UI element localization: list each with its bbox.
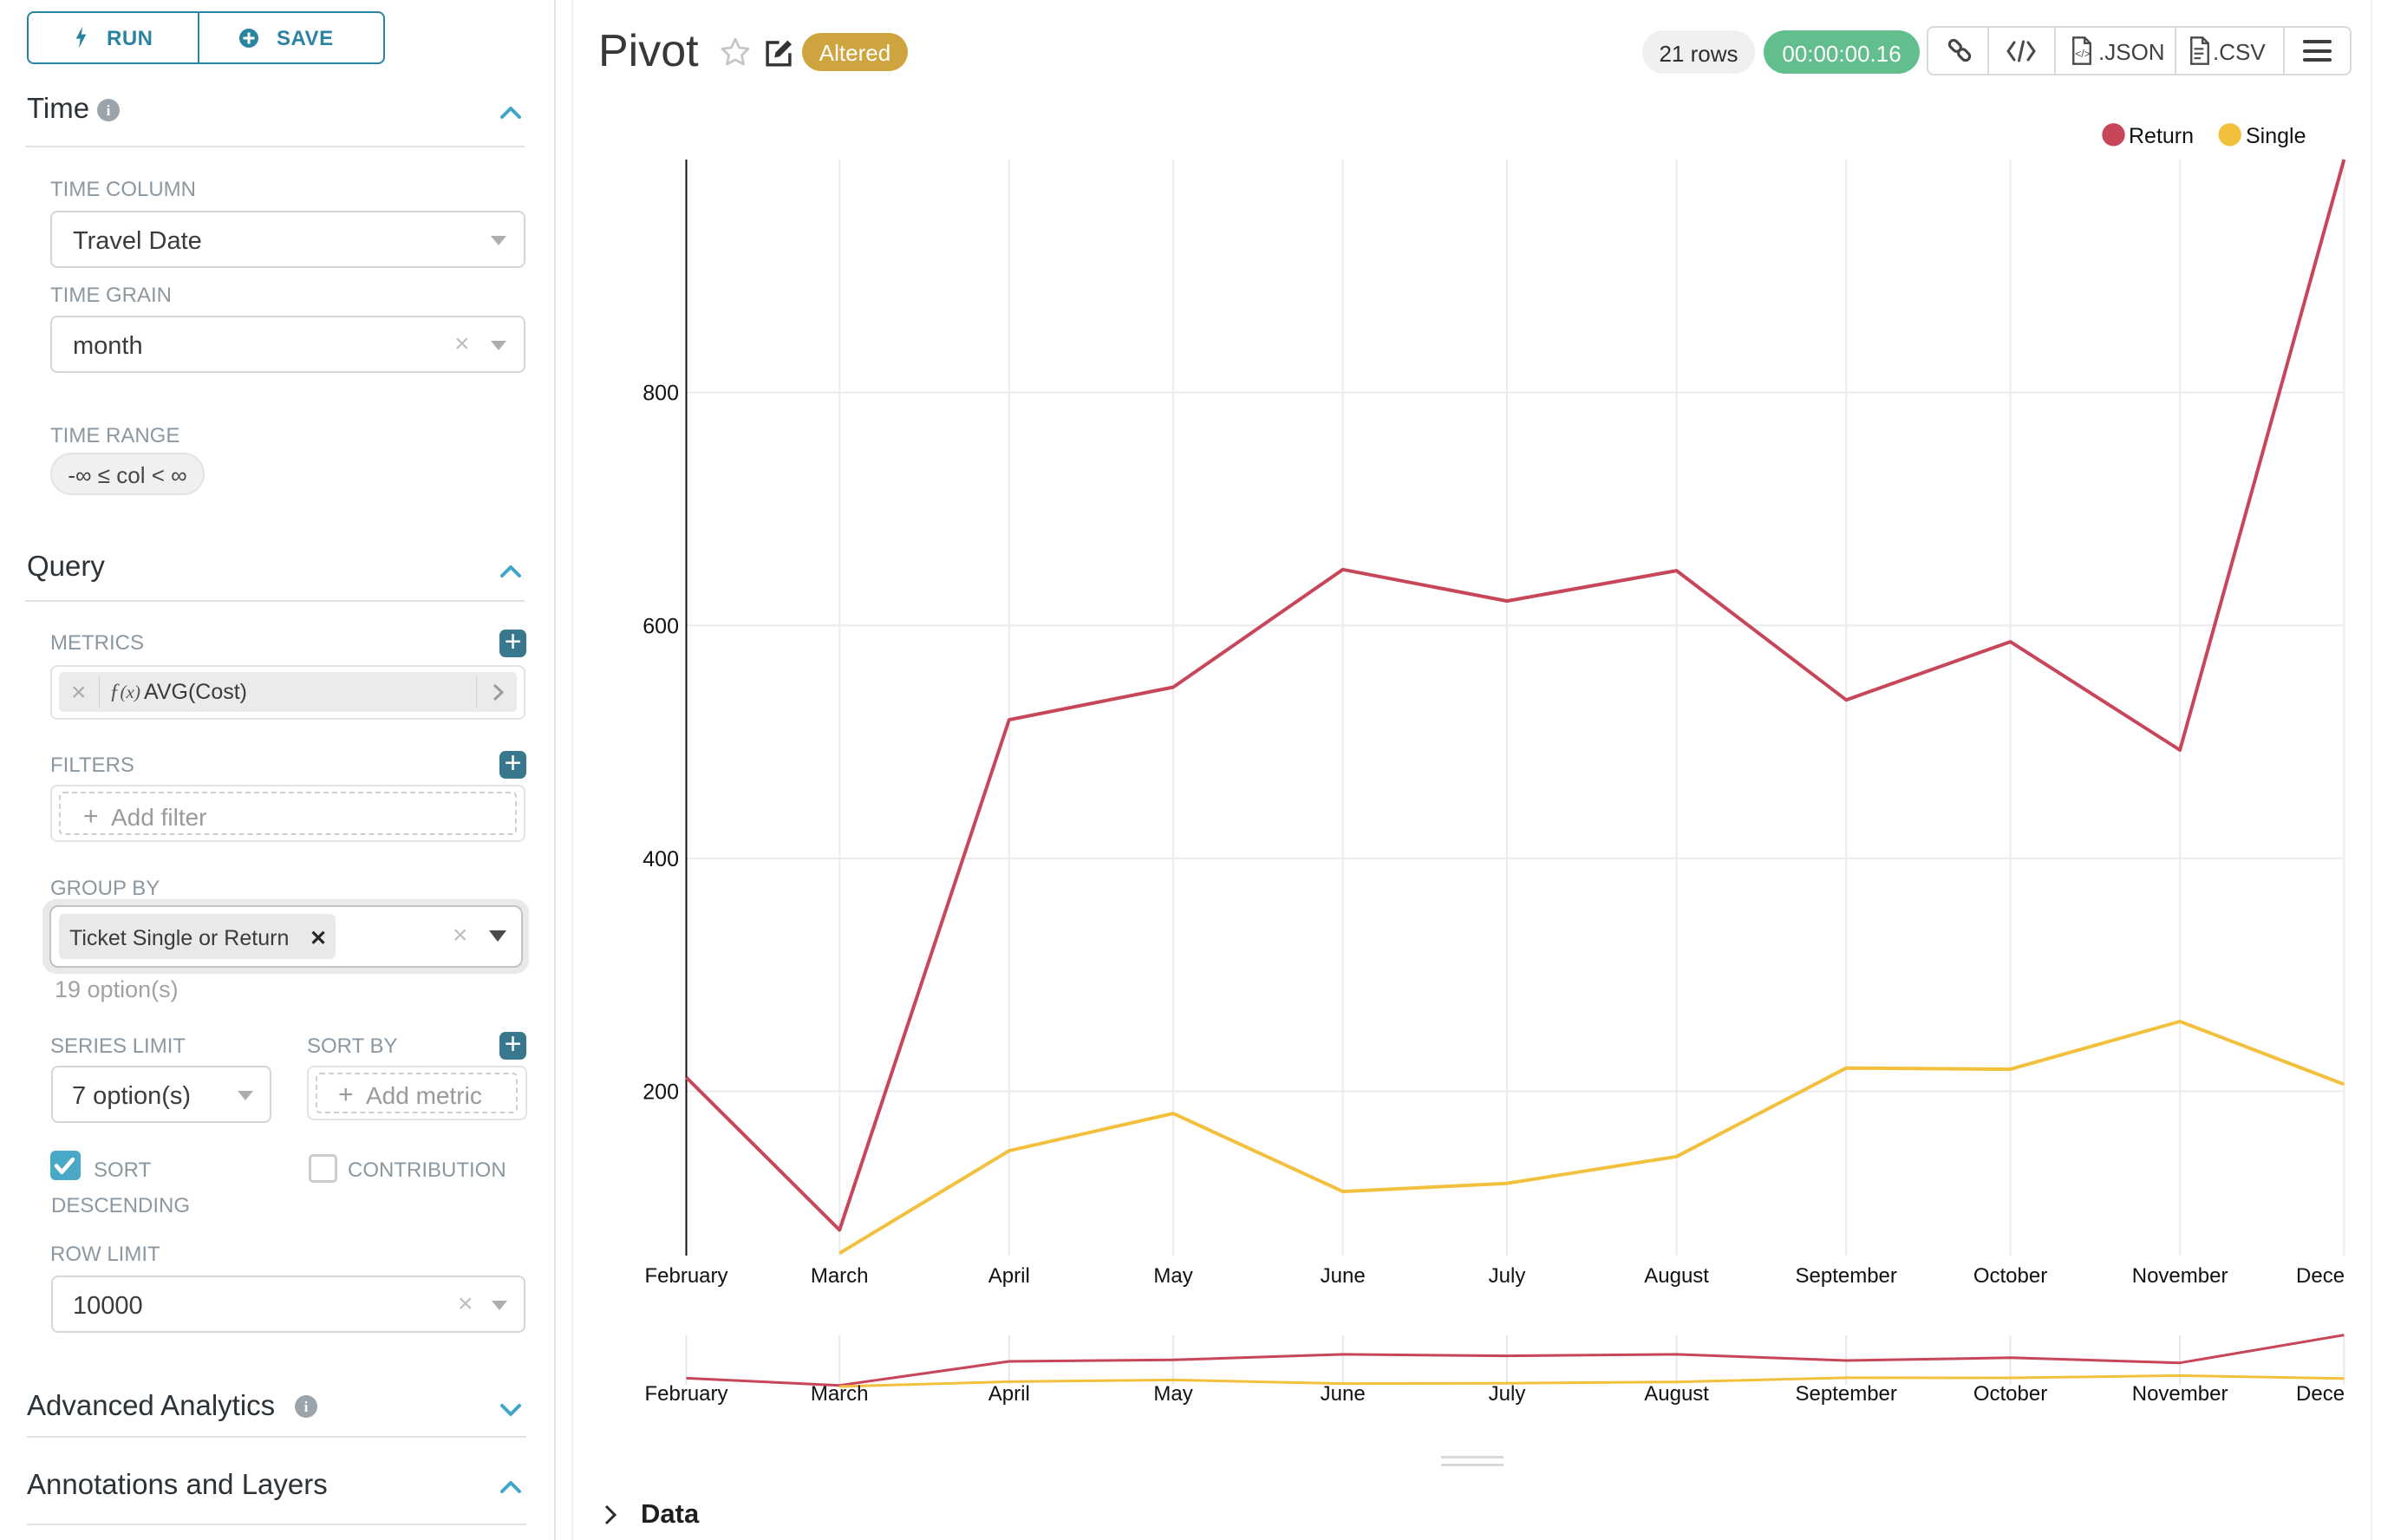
svg-text:December: December: [2296, 1264, 2381, 1288]
svg-text:200: 200: [643, 1080, 679, 1105]
svg-text:August: August: [1644, 1382, 1709, 1406]
svg-text:400: 400: [643, 847, 679, 871]
svg-text:</>: </>: [2075, 48, 2090, 60]
svg-text:800: 800: [643, 382, 679, 406]
svg-text:July: July: [1489, 1382, 1526, 1406]
svg-text:December: December: [2296, 1382, 2381, 1406]
svg-text:September: September: [1795, 1264, 1896, 1288]
svg-text:February: February: [644, 1264, 727, 1288]
svg-text:June: June: [1321, 1264, 1366, 1288]
svg-text:July: July: [1489, 1264, 1526, 1288]
svg-text:October: October: [1973, 1382, 2047, 1406]
svg-text:May: May: [1153, 1264, 1192, 1288]
svg-text:February: February: [644, 1382, 727, 1406]
svg-text:August: August: [1644, 1264, 1709, 1288]
svg-text:March: March: [811, 1382, 869, 1406]
svg-text:October: October: [1973, 1264, 2047, 1288]
svg-text:April: April: [988, 1264, 1030, 1288]
svg-text:Single: Single: [2246, 124, 2306, 148]
svg-text:November: November: [2132, 1264, 2228, 1288]
svg-text:September: September: [1795, 1382, 1896, 1406]
svg-text:April: April: [988, 1382, 1030, 1406]
svg-text:600: 600: [643, 614, 679, 638]
svg-text:Return: Return: [2129, 124, 2194, 148]
svg-text:June: June: [1321, 1382, 1366, 1406]
svg-text:March: March: [811, 1264, 869, 1288]
svg-text:November: November: [2132, 1382, 2228, 1406]
svg-text:May: May: [1153, 1382, 1192, 1406]
